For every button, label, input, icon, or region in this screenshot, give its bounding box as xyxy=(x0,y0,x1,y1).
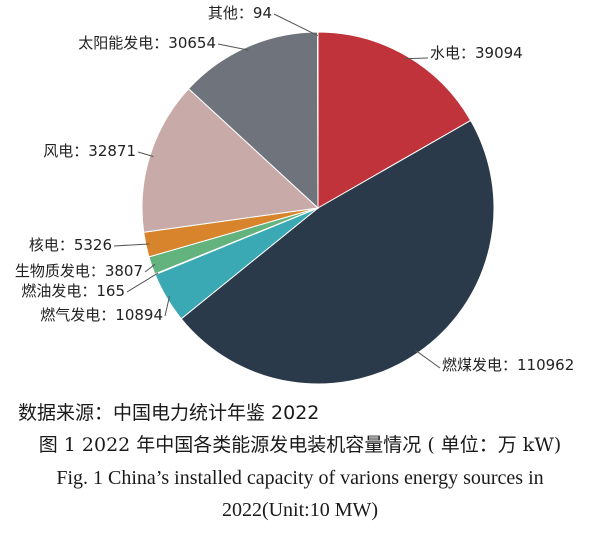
slice-label: 燃油发电：165 xyxy=(21,282,125,300)
slice-label: 生物质发电：3807 xyxy=(15,262,143,280)
figure-caption-chinese: 图 1 2022 年中国各类能源发电装机容量情况 ( 单位：万 kW) xyxy=(38,434,562,456)
leader-line xyxy=(404,57,429,60)
pie-slice xyxy=(317,31,472,209)
slice-label: 水电：39094 xyxy=(430,44,523,62)
figure-caption-english: Fig. 1 China’s installed capacity of var… xyxy=(56,467,544,521)
leader-line xyxy=(415,349,441,369)
leader-line xyxy=(273,13,319,36)
leader-line xyxy=(137,151,154,157)
leader-line xyxy=(126,272,159,293)
slice-label: 燃煤发电：110962 xyxy=(442,356,574,374)
slice-label: 其他：94 xyxy=(208,4,272,22)
pie-slice xyxy=(187,31,319,210)
slice-label: 燃气发电：10894 xyxy=(40,306,163,324)
pie-chart: 水电：39094 燃煤发电：110962 燃气发电：10894 燃油发电：165 生物质… xyxy=(15,4,574,385)
leader-line xyxy=(217,43,249,51)
slice-label: 太阳能发电：30654 xyxy=(78,34,216,52)
leader-line xyxy=(164,295,171,317)
pie-slice xyxy=(180,119,495,385)
slice-label: 核电：5326 xyxy=(29,236,112,254)
leader-line xyxy=(144,263,156,273)
leader-line xyxy=(113,243,150,247)
slice-label: 风电：32871 xyxy=(43,142,136,160)
data-source-note: 数据来源：中国电力统计年鉴 2022 xyxy=(18,402,320,424)
